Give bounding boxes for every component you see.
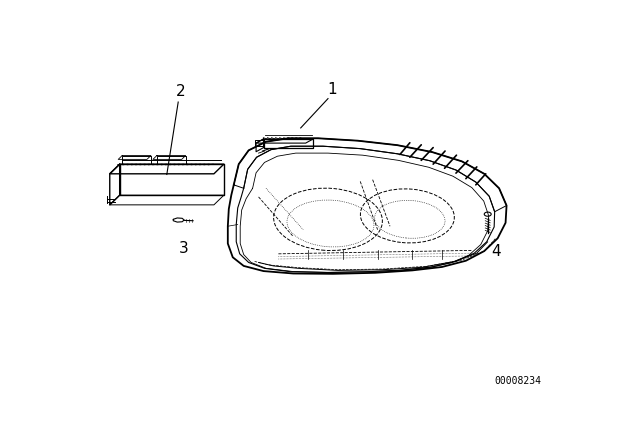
Text: 3: 3 bbox=[179, 241, 189, 256]
Text: 2: 2 bbox=[176, 84, 186, 99]
Text: 4: 4 bbox=[491, 244, 500, 259]
Text: 1: 1 bbox=[327, 82, 337, 97]
Text: 00008234: 00008234 bbox=[494, 375, 541, 386]
